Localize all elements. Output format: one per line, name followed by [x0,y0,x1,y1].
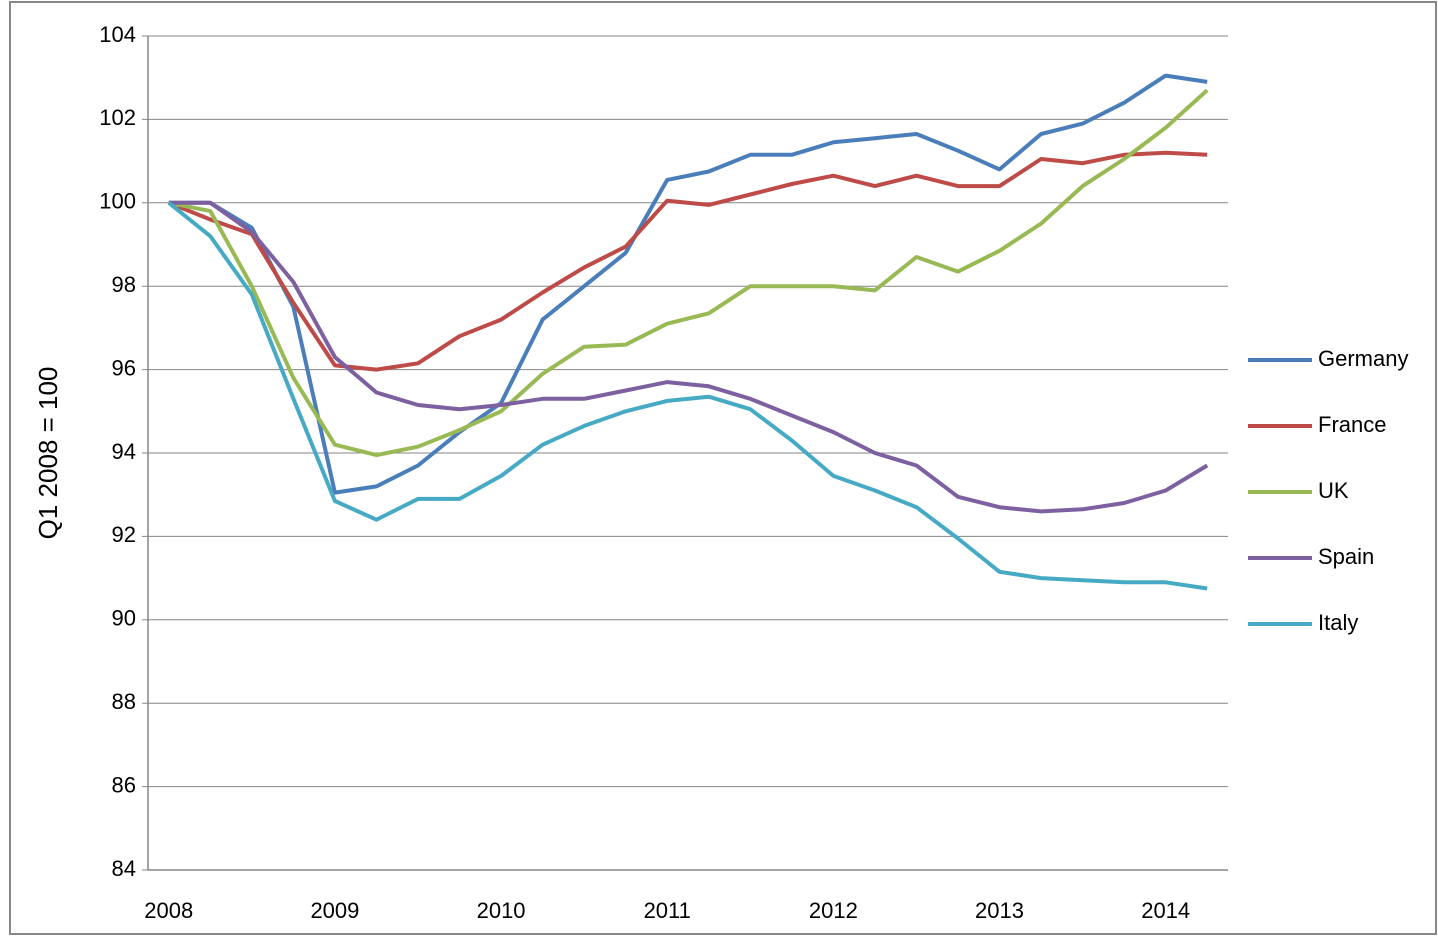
chart-border [9,1,1437,935]
y-tick-label: 90 [112,606,136,631]
y-tick-label: 102 [99,105,136,130]
series-line [168,200,1209,514]
y-tick-label: 88 [112,689,136,714]
y-axis-label: Q1 2008 = 100 [33,367,63,540]
x-tick-label: 2011 [644,898,691,923]
x-tick-label: 2014 [1141,898,1190,923]
x-tick-label: 2008 [144,898,193,923]
y-tick-label: 104 [99,22,136,47]
legend-label: Germany [1318,346,1408,371]
legend-label: France [1318,412,1386,437]
y-tick-label: 100 [99,189,136,214]
y-tick-label: 86 [112,772,136,797]
y-tick-label: 84 [112,856,136,881]
series-line [168,73,1208,495]
series-line [168,150,1208,372]
y-tick-label: 98 [112,272,136,297]
x-tick-label: 2012 [809,898,858,923]
series-line [168,88,1209,458]
y-tick-label: 96 [112,355,136,380]
legend-label: Spain [1318,544,1374,569]
legend-label: Italy [1318,610,1358,635]
y-tick-label: 92 [112,522,136,547]
x-tick-label: 2013 [975,898,1024,923]
series-line [167,201,1208,591]
legend-label: UK [1318,478,1349,503]
x-tick-label: 2010 [477,898,526,923]
y-tick-label: 94 [112,439,136,464]
x-tick-label: 2009 [310,898,359,923]
